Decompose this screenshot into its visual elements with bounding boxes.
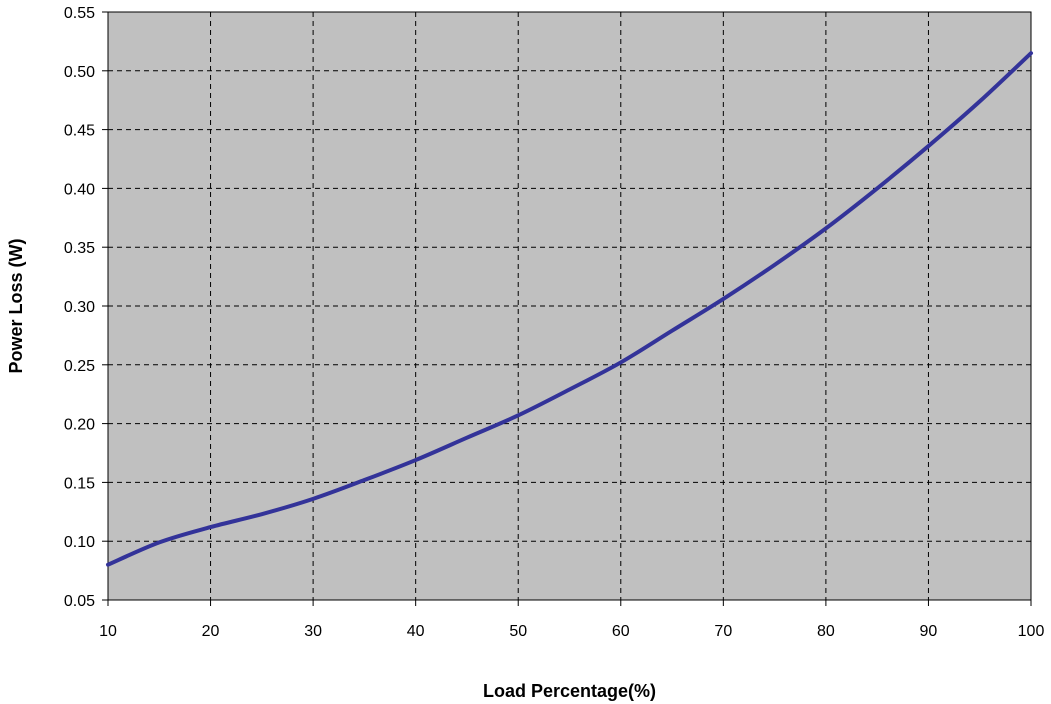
x-tick-label: 40 xyxy=(407,623,425,640)
y-tick-label: 0.55 xyxy=(64,5,95,22)
y-tick-label: 0.30 xyxy=(64,299,95,316)
y-tick-label: 0.45 xyxy=(64,123,95,140)
y-tick-label: 0.05 xyxy=(64,593,95,610)
x-tick-label: 100 xyxy=(1018,623,1045,640)
y-tick-label: 0.25 xyxy=(64,358,95,375)
y-tick-label: 0.15 xyxy=(64,475,95,492)
tick-labels: 10 20 30 40 50 60 70 80 90 100 0.05 0.10 0.15 0.20 0.2… xyxy=(64,5,1045,640)
y-tick-label: 0.40 xyxy=(64,181,95,198)
y-tick-label: 0.50 xyxy=(64,64,95,81)
x-tick-label: 50 xyxy=(509,623,527,640)
x-tick-label: 70 xyxy=(714,623,732,640)
y-axis-title: Power Loss (W) xyxy=(6,238,26,373)
y-tick-label: 0.10 xyxy=(64,534,95,551)
x-tick-label: 30 xyxy=(304,623,322,640)
y-tick-label: 0.20 xyxy=(64,417,95,434)
series-line-0 xyxy=(106,51,1033,567)
series-layer xyxy=(106,51,1033,567)
x-tick-label: 90 xyxy=(920,623,938,640)
x-tick-label: 20 xyxy=(202,623,220,640)
x-tick-label: 10 xyxy=(99,623,117,640)
x-axis-title: Load Percentage(%) xyxy=(483,681,656,701)
axis-ticks xyxy=(102,11,1032,606)
x-tick-label: 60 xyxy=(612,623,630,640)
y-tick-label: 0.35 xyxy=(64,240,95,257)
x-tick-label: 80 xyxy=(817,623,835,640)
